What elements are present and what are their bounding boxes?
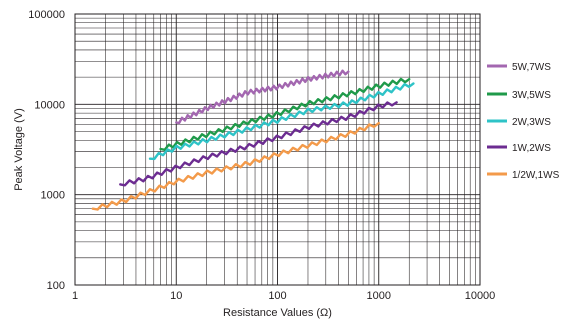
legend-label: 5W,7WS	[512, 62, 551, 73]
series-line	[176, 71, 348, 123]
x-tick-label: 1000	[367, 290, 391, 302]
y-tick-labels: 100 1000 10000 100000	[28, 9, 65, 292]
y-tick-label: 100000	[28, 9, 65, 21]
x-tick-label: 10000	[465, 290, 496, 302]
x-tick-label: 10	[170, 290, 182, 302]
x-axis-title: Resistance Values (Ω)	[223, 307, 332, 319]
y-tick-label: 1000	[41, 190, 65, 202]
legend-label: 1/2W,1WS	[512, 170, 560, 181]
x-tick-label: 100	[268, 290, 286, 302]
legend-label: 1W,2WS	[512, 143, 551, 154]
x-tick-labels: 1 10 100 1000 10000	[72, 290, 495, 302]
legend-label: 2W,3WS	[512, 117, 551, 128]
y-axis-title: Peak Voltage (V)	[13, 108, 25, 191]
legend-label: 3W,5WS	[512, 90, 551, 101]
y-tick-label: 100	[47, 280, 65, 292]
legend: 5W,7WS 3W,5WS 2W,3WS 1W,2WS 1/2W,1WS	[487, 62, 560, 181]
y-tick-label: 10000	[34, 99, 65, 111]
grid	[75, 14, 480, 285]
series-line	[120, 102, 396, 185]
x-tick-label: 1	[72, 290, 78, 302]
